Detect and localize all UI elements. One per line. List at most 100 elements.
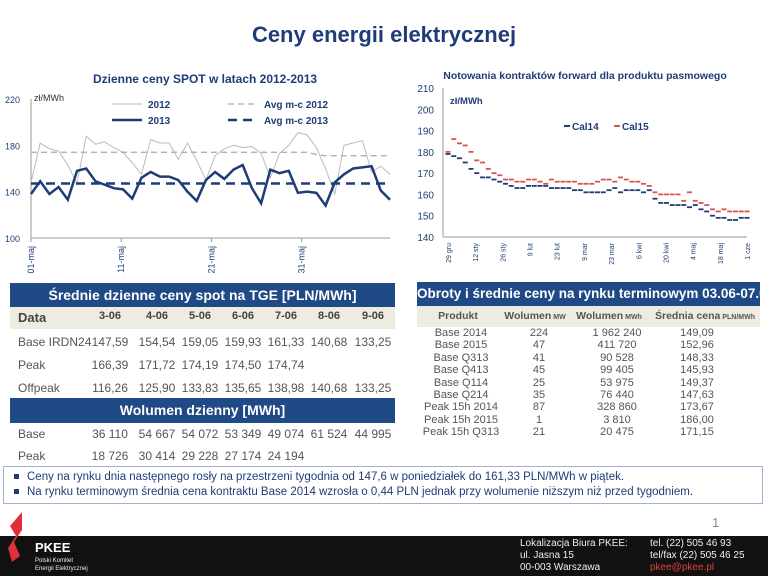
table-cell: 49 074 — [267, 427, 305, 441]
table-header-cell: 3-06 — [98, 310, 122, 322]
y-tick-label: 100 — [5, 234, 20, 244]
table-cell: Base — [18, 427, 46, 441]
x-tick-label: 21-maj — [206, 246, 216, 274]
table-cell: 27 174 — [224, 449, 262, 463]
header-label: Wolumen — [576, 310, 624, 322]
table-cell: 54 667 — [138, 427, 176, 441]
y-tick-label: 170 — [417, 169, 434, 180]
table-header-cell: 8-06 — [317, 310, 341, 322]
legend-label: Cal15 — [622, 122, 649, 133]
summary-bullet: Na rynku terminowym średnia cena kontrak… — [14, 485, 752, 500]
y-tick-label: 220 — [5, 95, 20, 105]
table-cell: 47 — [532, 339, 546, 352]
table-cell: 135,65 — [224, 381, 262, 395]
table-cell: 1 — [535, 413, 543, 426]
x-tick-label: 6 kwi — [636, 243, 643, 259]
table-cell: Base Q313 — [433, 351, 489, 364]
x-tick-label: 9 mar — [582, 242, 589, 261]
chart-title: Notowania kontraktów forward dla produkt… — [443, 70, 727, 82]
table-header-cell: Wolumen MWh — [576, 310, 642, 322]
table-cell: 145,93 — [680, 364, 714, 377]
table-cell: 133,83 — [181, 381, 219, 395]
address-line: 00-003 Warszawa — [520, 562, 601, 573]
y-tick-label: 200 — [417, 105, 434, 116]
table-cell: 21 — [532, 426, 546, 439]
y-tick-label: 140 — [417, 233, 434, 244]
x-tick-label: 29 gru — [446, 243, 453, 263]
legend-label: Cal14 — [572, 122, 599, 133]
header-unit: MWh — [625, 314, 642, 321]
table-cell: 148,33 — [680, 351, 714, 364]
table-cell: 53 975 — [600, 376, 634, 389]
spot-table-header-bg — [10, 307, 395, 329]
table-cell: 90 528 — [600, 351, 634, 364]
x-tick-label: 9 lut — [528, 243, 535, 256]
table-cell: Base IRDN24 — [18, 335, 92, 349]
table-header-cell: Data — [18, 310, 47, 325]
table-header-cell: 4-06 — [145, 310, 169, 322]
table-cell: 140,68 — [310, 335, 348, 349]
table-cell: Base 2015 — [434, 339, 488, 352]
x-tick-label: 1 cze — [745, 243, 752, 260]
table-cell: 18 726 — [91, 449, 129, 463]
header-label: Wolumen — [504, 310, 552, 322]
table-cell: 147,59 — [91, 335, 129, 349]
table-cell: Base Q413 — [433, 364, 489, 377]
summary-bullet: Ceny na rynku dnia następnego rosły na p… — [14, 470, 752, 485]
table-cell: Peak — [18, 449, 46, 463]
table-cell: 159,93 — [224, 335, 262, 349]
table-header-cell: Produkt — [438, 310, 480, 322]
table-header-cell: 9-06 — [361, 310, 385, 322]
x-tick-label: 23 mar — [609, 242, 616, 264]
table-cell: Peak 15h 2014 — [423, 401, 499, 414]
table-cell: Base Q214 — [433, 389, 489, 401]
table-cell: 30 414 — [138, 449, 176, 463]
table-cell: 159,05 — [181, 335, 219, 349]
table-header-cell: 5-06 — [188, 310, 212, 322]
x-tick-label: 12 sty — [473, 243, 480, 262]
table-cell: 171,72 — [138, 358, 176, 372]
table-cell: 20 475 — [600, 426, 634, 439]
x-tick-label: 20 kwi — [663, 243, 670, 263]
legend-label: Avg m-c 2012 — [264, 100, 329, 111]
table-cell: 53 349 — [224, 427, 262, 441]
table-cell: 1 962 240 — [592, 327, 642, 339]
header-unit: PLN/MWh — [722, 314, 756, 321]
table-cell: 147,63 — [680, 389, 714, 401]
table-header-cell: 7-06 — [274, 310, 298, 322]
table-cell: 140,68 — [310, 381, 348, 395]
spot-price-chart: Dzienne ceny SPOT w latach 2012-2013 100 1… — [5, 72, 391, 274]
table-cell: 116,26 — [92, 381, 128, 395]
table-cell: 328 860 — [597, 401, 637, 414]
table-cell: 99 405 — [600, 364, 634, 377]
y-axis-unit: zł/MWh — [450, 96, 483, 107]
table-cell: 224 — [529, 327, 549, 339]
series-line-2013 — [29, 163, 391, 209]
phone: tel. (22) 505 46 93 — [650, 538, 732, 549]
table-cell: 173,67 — [680, 401, 714, 414]
y-tick-label: 140 — [5, 188, 20, 198]
table-cell: 41 — [532, 351, 546, 364]
volume-table-title: Wolumen dzienny [MWh] — [10, 398, 395, 423]
y-tick-label: 190 — [417, 127, 434, 138]
table-cell: 45 — [532, 364, 546, 377]
table-cell: 24 194 — [267, 449, 305, 463]
summary-box: Ceny na rynku dnia następnego rosły na p… — [3, 466, 763, 504]
table-cell: Peak — [18, 358, 46, 372]
table-cell: 174,19 — [181, 358, 219, 372]
chart-title: Dzienne ceny SPOT w latach 2012-2013 — [93, 72, 317, 86]
spot-table-title: Średnie dzienne ceny spot na TGE [PLN/MW… — [10, 283, 395, 307]
table-cell: 87 — [532, 401, 546, 414]
bullet-text: Ceny na rynku dnia następnego rosły na p… — [27, 471, 625, 483]
table-cell: 149,09 — [680, 327, 714, 339]
x-tick-label: 26 sty — [500, 243, 507, 262]
legend-label: 2012 — [148, 100, 171, 111]
table-cell: 125,90 — [138, 381, 176, 395]
y-tick-label: 210 — [417, 84, 434, 95]
table-cell: 152,96 — [680, 339, 714, 352]
x-tick-label: 01-maj — [26, 246, 36, 274]
logo-sub2: Energii Elektrycznej — [35, 566, 88, 572]
header-unit: MW — [553, 314, 566, 321]
email-link[interactable]: pkee@pkee.pl — [650, 562, 715, 573]
table-cell: 133,25 — [354, 381, 392, 395]
